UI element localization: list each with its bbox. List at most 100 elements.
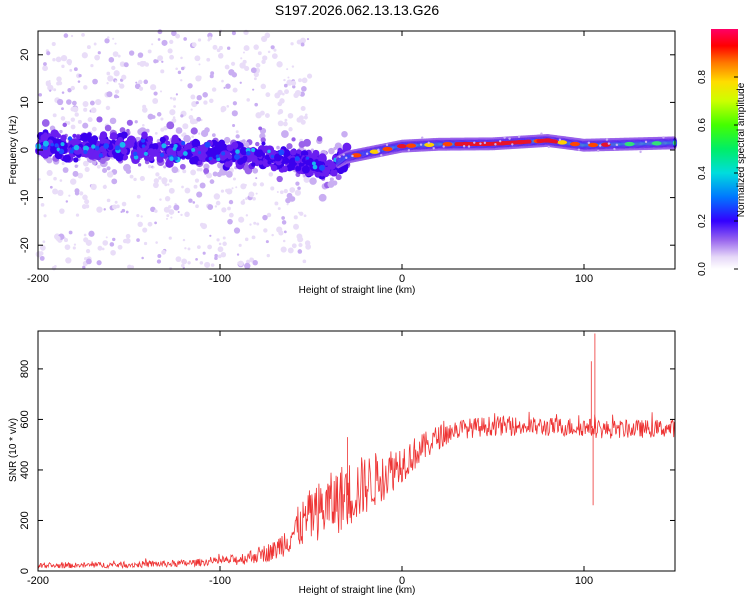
spectrogram-cell [35, 251, 42, 258]
spectrogram-cell [225, 188, 229, 193]
spectrogram-cell [244, 237, 249, 242]
spectrogram-cell [61, 91, 65, 94]
spectrogram-cell [301, 165, 310, 174]
spectrogram-cell [228, 199, 234, 205]
spectrogram-cell [83, 107, 88, 112]
spectrogram-cell [287, 112, 294, 119]
spectrogram-cell [51, 41, 56, 47]
spectrogram-cell [329, 177, 334, 182]
spectrogram-cell [432, 147, 435, 150]
spectrogram-cell [78, 74, 82, 78]
spectrogram-cell [42, 65, 48, 72]
spectrogram-cell [235, 134, 240, 139]
spectrogram-cell [189, 157, 197, 165]
spectrogram-cell [114, 80, 118, 83]
spectrogram-cell [141, 131, 148, 139]
spectrogram-cell [169, 156, 174, 162]
spectrogram-cell [232, 124, 236, 128]
spectrogram-cell [137, 163, 142, 167]
spectrogram-cell [473, 141, 476, 144]
spectrogram-cell [113, 94, 118, 99]
spectrogram-cell [150, 206, 156, 212]
spectrogram-cell [198, 132, 201, 135]
spectrogram-cell [301, 77, 308, 84]
spectrogram-cell [72, 106, 79, 113]
spectrogram-cell [232, 177, 236, 181]
spectrogram-cell [380, 154, 383, 157]
spectrogram-cell [213, 193, 221, 200]
spectrogram-cell [182, 238, 186, 242]
snr-panel: -200 -100 0 100 0 200 400 600 800 Height of str… [8, 330, 676, 596]
spectrogram-cell [230, 61, 236, 66]
y-tick-label: 0 [19, 568, 31, 574]
spectrogram-cell [81, 32, 85, 37]
spectrogram-cell [156, 259, 162, 264]
spectrogram-cell [278, 149, 285, 156]
spectrogram-cell [70, 117, 76, 122]
spectrogram-cell [216, 238, 220, 242]
spectrogram-plot-frame [37, 30, 676, 270]
spectrogram-cell [277, 101, 283, 107]
spectrogram-cell [300, 106, 306, 112]
spectrogram-cell [95, 98, 102, 106]
spectrogram-cell [83, 149, 88, 155]
spectrogram-cell [351, 154, 354, 158]
spectrogram-cell [309, 177, 317, 185]
spectrogram-cell [252, 88, 255, 91]
spectrogram-cell [104, 184, 107, 187]
spectrogram-cell [148, 155, 155, 162]
spectrogram-cell [270, 164, 278, 172]
spectrogram-cell [161, 60, 164, 63]
spectrogram-cell [303, 214, 307, 218]
spectrogram-cell [283, 83, 288, 88]
spectrogram-cell [427, 141, 430, 145]
spectrogram-cell [163, 125, 168, 131]
spectrogram-cell [57, 189, 64, 196]
spectrogram-cell [231, 72, 238, 78]
spectrogram-cell [170, 216, 173, 219]
spectrogram-cell [83, 257, 88, 261]
spectrogram-cell [109, 132, 118, 141]
spectrogram-cell [558, 138, 562, 142]
spectrogram-cell [139, 176, 145, 182]
spectrogram-cell [62, 154, 71, 163]
spectrogram-cell [206, 57, 211, 62]
x-tick-label: -100 [209, 575, 231, 587]
spectrogram-cell [221, 169, 228, 176]
spectrogram-cell [198, 63, 201, 66]
spectrogram-cell [222, 241, 227, 247]
spectrogram-cell [251, 147, 256, 153]
spectrogram-cell [305, 156, 310, 160]
spectrogram-cell [248, 191, 255, 198]
spectrogram-cell [276, 145, 280, 150]
spectrogram-cell [169, 54, 174, 60]
spectrogram-cell [46, 169, 53, 177]
spectrogram-cell [94, 145, 100, 151]
spectrogram-cell [280, 246, 287, 253]
spectrogram-cell [181, 133, 185, 137]
spectrogram-cell [142, 123, 145, 127]
spectrogram-cell [283, 188, 288, 194]
spectrogram-cell [498, 139, 502, 143]
colorbar-tick-label: 0.0 [697, 262, 708, 276]
spectrogram-cell [262, 214, 268, 221]
spectrogram-cell [80, 132, 90, 142]
spectrogram-cell [110, 249, 116, 256]
spectrogram-cell [106, 171, 114, 178]
spectrogram-cell [287, 76, 290, 79]
spectrogram-cell [108, 57, 115, 63]
spectrogram-cell [190, 127, 198, 135]
spectrogram-cell [175, 93, 179, 96]
spectrogram-cell [281, 216, 285, 220]
spectrogram-cell [157, 29, 163, 35]
spectrogram-cell [210, 71, 215, 76]
spectrogram-cell [76, 135, 81, 140]
spectrogram-cell [73, 67, 78, 72]
spectrogram-cell [424, 142, 435, 147]
spectrogram-cell [281, 165, 288, 173]
spectrogram-cell [72, 133, 77, 139]
spectrogram-cell [137, 151, 143, 156]
colorbar-tick-label: 0.2 [697, 214, 708, 228]
spectrogram-cell [255, 141, 260, 147]
